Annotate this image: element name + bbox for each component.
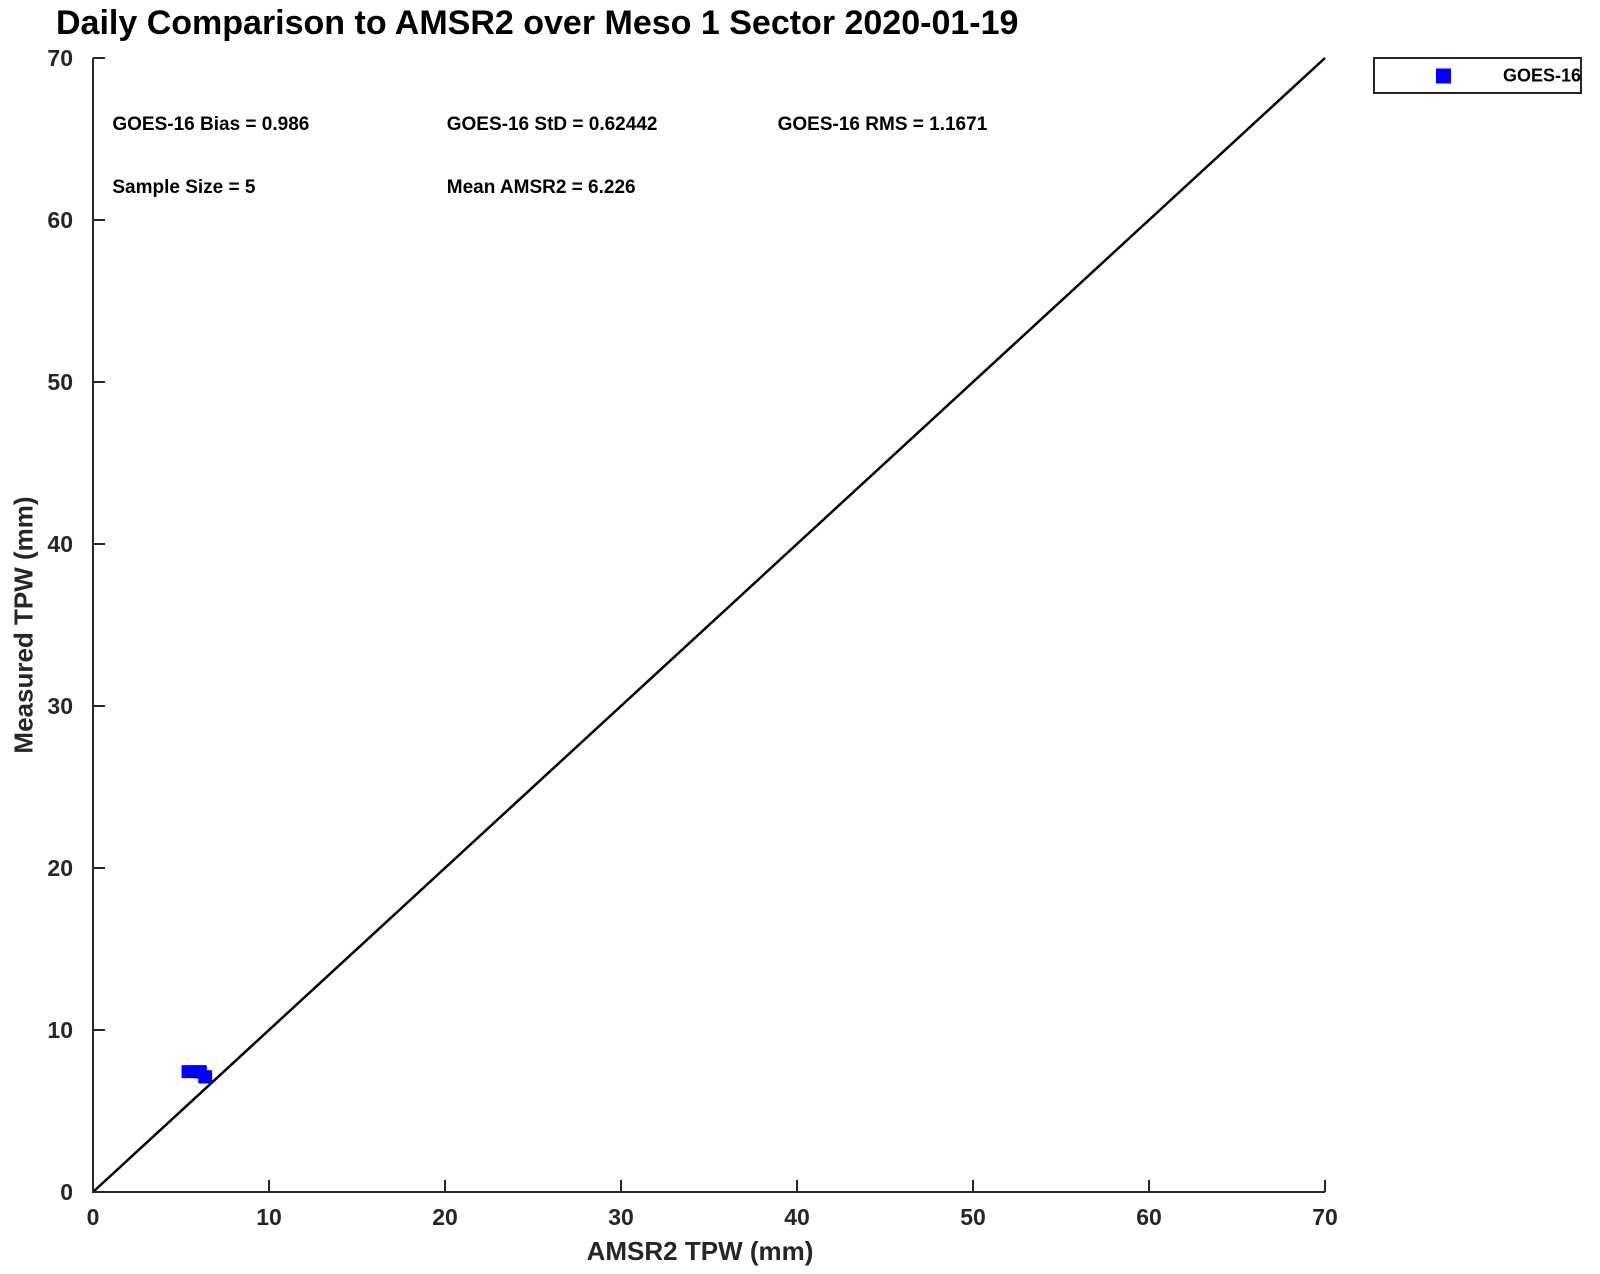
y-tick-label: 0: [60, 1179, 73, 1205]
x-tick-label: 30: [608, 1204, 634, 1230]
annotation-bias: GOES-16 Bias = 0.986: [112, 114, 309, 135]
x-tick-label: 10: [256, 1204, 282, 1230]
chart-title: Daily Comparison to AMSR2 over Meso 1 Se…: [56, 4, 1019, 42]
x-tick-label: 20: [432, 1204, 458, 1230]
y-tick-label: 40: [47, 531, 73, 557]
y-tick-label: 30: [47, 693, 73, 719]
y-tick-label: 60: [47, 207, 73, 233]
annotation-mean-amsr2: Mean AMSR2 = 6.226: [447, 177, 636, 198]
x-axis-label: AMSR2 TPW (mm): [586, 1236, 814, 1266]
annotation-std: GOES-16 StD = 0.62442: [447, 114, 658, 135]
x-tick-label: 60: [1136, 1204, 1162, 1230]
x-tick-label: 40: [784, 1204, 810, 1230]
y-tick-label: 20: [47, 855, 73, 881]
x-tick-label: 0: [87, 1204, 100, 1230]
x-tick-label: 70: [1312, 1204, 1338, 1230]
y-tick-label: 10: [47, 1017, 73, 1043]
y-axis-label: Measured TPW (mm): [8, 496, 39, 754]
legend-label: GOES-16: [1503, 65, 1582, 85]
x-tick-label: 50: [960, 1204, 986, 1230]
legend: GOES-16: [1373, 57, 1582, 94]
y-tick-label: 70: [47, 45, 73, 71]
data-point-goes-16: [181, 1065, 195, 1079]
data-point-goes-16: [199, 1070, 213, 1084]
y-tick-label: 50: [47, 369, 73, 395]
annotation-rms: GOES-16 RMS = 1.1671: [778, 114, 988, 135]
annotation-sample-size: Sample Size = 5: [112, 177, 256, 198]
identity-line: [92, 57, 1326, 1193]
legend-marker-square-icon: [1436, 68, 1451, 83]
